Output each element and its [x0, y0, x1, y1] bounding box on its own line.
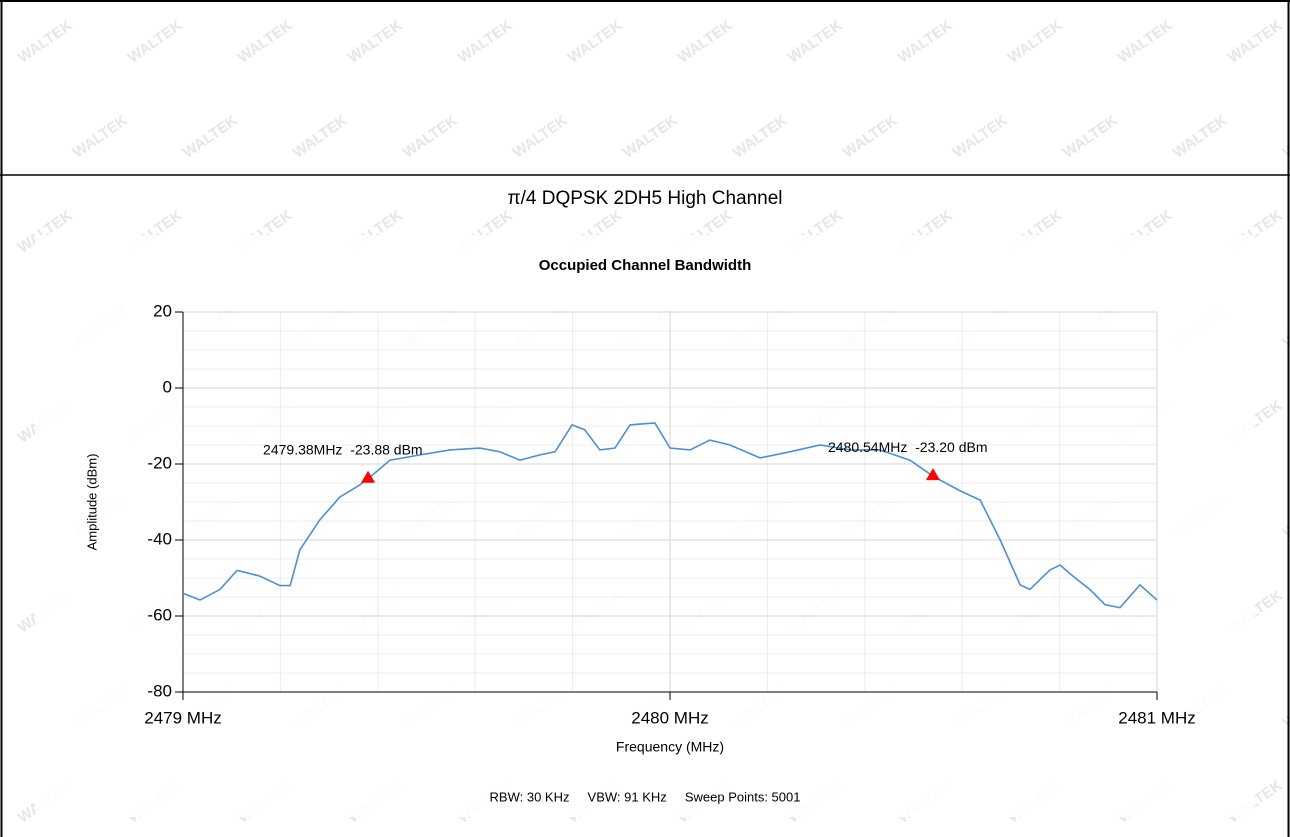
watermark: WALTEK [620, 112, 681, 162]
y-tick-label: -40 [147, 529, 172, 548]
watermark: WALTEK [345, 17, 406, 67]
y-axis-label: Amplitude (dBm) [84, 454, 99, 551]
x-tick-label: 2480 MHz [631, 708, 708, 727]
caption: π/4 DQPSK 2DH5 High Channel [507, 188, 782, 209]
marker [925, 468, 940, 481]
chart-title: Occupied Channel Bandwidth [539, 257, 752, 274]
watermark: WALTEK [15, 17, 76, 67]
marker-label: 2479.38MHz -23.88 dBm [263, 441, 423, 457]
watermark: WALTEK [455, 17, 516, 67]
footer: RBW: 30 KHz VBW: 91 KHz Sweep Points: 50… [490, 789, 801, 804]
watermark: WALTEK [950, 112, 1011, 162]
trace-line [182, 422, 1158, 609]
watermark: WALTEK [125, 17, 186, 67]
y-tick-label: -60 [147, 605, 172, 624]
watermark: WALTEK [1060, 112, 1121, 162]
watermark: WALTEK [1225, 17, 1286, 67]
watermark: WALTEK [785, 17, 846, 67]
watermark: WALTEK [70, 112, 131, 162]
x-tick-label: 2481 MHz [1118, 708, 1195, 727]
watermark: WALTEK [1005, 17, 1066, 67]
watermark: WALTEK [895, 17, 956, 67]
watermark: WALTEK [1115, 17, 1176, 67]
chart-panel [35, 235, 1255, 817]
marker-label: 2480.54MHz -23.20 dBm [828, 439, 988, 455]
watermark: WALTEK [400, 112, 461, 162]
x-tick-label: 2479 MHz [144, 708, 221, 727]
watermark: WALTEK [235, 17, 296, 67]
watermark: WALTEK [730, 112, 791, 162]
watermark: WALTEK [1170, 112, 1231, 162]
watermark: WALTEK [565, 17, 626, 67]
y-tick-label: 20 [153, 301, 172, 320]
watermark: WALTEK [675, 17, 736, 67]
y-tick-label: -80 [147, 681, 172, 700]
y-tick-label: -20 [147, 453, 172, 472]
marker [361, 470, 376, 483]
x-axis-label: Frequency (MHz) [616, 739, 724, 755]
watermark: WALTEK [290, 112, 351, 162]
watermark: WALTEK [180, 112, 241, 162]
y-tick-label: 0 [163, 377, 172, 396]
watermark: WALTEK [510, 112, 571, 162]
watermark: WALTEK [840, 112, 901, 162]
